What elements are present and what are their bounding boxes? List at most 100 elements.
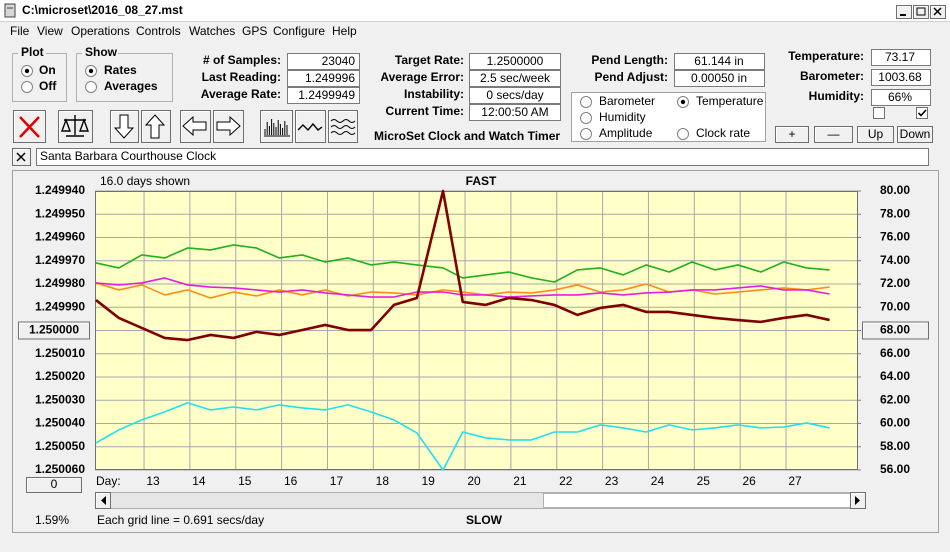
menu-item[interactable]: Controls bbox=[136, 24, 181, 38]
y2-tick-label: 74.00 bbox=[880, 253, 910, 267]
menu-item[interactable]: File bbox=[10, 24, 30, 38]
x-tick-label: 16 bbox=[284, 474, 298, 488]
menu-item[interactable]: Watches bbox=[189, 24, 235, 38]
y-tick-label: 1.250040 bbox=[35, 416, 85, 430]
sensor-value: 1003.68 bbox=[878, 70, 922, 84]
stat-value: 0 secs/day bbox=[486, 88, 543, 102]
button-label[interactable]: Down bbox=[900, 127, 931, 141]
x-tick-label: 21 bbox=[513, 474, 527, 488]
reference-button[interactable] bbox=[18, 321, 90, 340]
checkbox[interactable] bbox=[873, 107, 885, 119]
stat-label: Instability: bbox=[404, 87, 464, 101]
legend-label[interactable]: Humidity bbox=[599, 110, 646, 124]
window-title: C:\microset\2016_08_27.mst bbox=[22, 3, 183, 17]
stat-field bbox=[469, 70, 561, 87]
offset-button[interactable] bbox=[26, 477, 82, 493]
legend-label[interactable]: Barometer bbox=[599, 94, 655, 108]
y-tick-label: 1.249990 bbox=[35, 299, 85, 313]
checkbox[interactable] bbox=[916, 107, 928, 119]
stat-label: # of Samples: bbox=[203, 53, 281, 67]
top-label: FAST bbox=[466, 174, 497, 188]
menu-item[interactable]: View bbox=[37, 24, 63, 38]
reference-button[interactable] bbox=[862, 321, 929, 340]
radio-button[interactable] bbox=[580, 112, 592, 124]
clock-name: Santa Barbara Courthouse Clock bbox=[40, 149, 217, 163]
group-title-bg bbox=[82, 47, 118, 59]
clock-name-field bbox=[36, 148, 929, 166]
y-tick-label: 1.250020 bbox=[35, 369, 85, 383]
y2-tick-label: 80.00 bbox=[880, 183, 910, 197]
y2-tick-label: 66.00 bbox=[880, 346, 910, 360]
x-tick-label: 13 bbox=[146, 474, 160, 488]
glyph bbox=[933, 7, 942, 16]
show-group bbox=[76, 53, 173, 102]
sensor-value: 73.17 bbox=[885, 50, 915, 64]
sensor-value: 66% bbox=[888, 90, 912, 104]
icon-down bbox=[113, 114, 135, 139]
radio-button[interactable] bbox=[580, 96, 592, 108]
radio-label: Averages bbox=[104, 79, 158, 93]
pend-label: Pend Length: bbox=[591, 53, 668, 67]
x-axis-label: Day: bbox=[96, 474, 121, 488]
y2-tick-label: 62.00 bbox=[880, 392, 910, 406]
offset-value[interactable]: 0 bbox=[51, 477, 58, 491]
y2-tick-label: 70.00 bbox=[880, 299, 910, 313]
scroll-thumb[interactable] bbox=[543, 493, 851, 508]
radio-label: Rates bbox=[104, 63, 137, 77]
sensor-label: Barometer: bbox=[800, 69, 864, 83]
stat-field bbox=[469, 87, 561, 104]
x-tick-label: 22 bbox=[559, 474, 573, 488]
x-tick-label: 19 bbox=[422, 474, 436, 488]
stat-value: 1.2499949 bbox=[298, 88, 355, 102]
radio-dot bbox=[24, 68, 30, 74]
series-selector bbox=[571, 92, 766, 142]
group-title: Plot bbox=[21, 45, 44, 59]
group-title-bg bbox=[18, 47, 46, 59]
button-label[interactable]: + bbox=[788, 127, 795, 141]
x-tick-label: 20 bbox=[467, 474, 481, 488]
radio-button[interactable] bbox=[677, 128, 689, 140]
adjust-button[interactable] bbox=[814, 126, 853, 143]
radio-button[interactable] bbox=[21, 81, 33, 93]
menu-item[interactable]: Configure bbox=[273, 24, 325, 38]
adjust-button[interactable] bbox=[897, 126, 933, 143]
app-icon bbox=[4, 3, 16, 18]
glyph bbox=[855, 496, 860, 505]
radio-button[interactable] bbox=[580, 128, 592, 140]
adjust-button[interactable] bbox=[775, 126, 809, 143]
window-maximize[interactable] bbox=[913, 5, 929, 19]
stat-value: 1.2500000 bbox=[487, 54, 544, 68]
glyph bbox=[916, 7, 926, 16]
button-label[interactable]: Up bbox=[868, 127, 884, 141]
radio-button[interactable] bbox=[85, 81, 97, 93]
y2-tick-label: 60.00 bbox=[880, 416, 910, 430]
button-label[interactable]: — bbox=[828, 127, 840, 141]
menu-item[interactable]: Operations bbox=[71, 24, 130, 38]
legend-label[interactable]: Clock rate bbox=[696, 126, 750, 140]
icon-bars bbox=[264, 119, 290, 137]
menu-item[interactable]: GPS bbox=[242, 24, 267, 38]
x-tick-label: 15 bbox=[238, 474, 252, 488]
y2-tick-label[interactable]: 68.00 bbox=[880, 323, 910, 337]
adjust-button[interactable] bbox=[857, 126, 894, 143]
stat-field bbox=[287, 70, 360, 87]
window-minimize[interactable] bbox=[896, 5, 912, 19]
days-shown: 16.0 days shown bbox=[100, 174, 190, 188]
toolbar-button[interactable] bbox=[260, 110, 293, 143]
legend-label[interactable]: Temperature bbox=[696, 94, 764, 108]
y-tick-label: 1.249940 bbox=[35, 183, 85, 197]
legend-label[interactable]: Amplitude bbox=[599, 126, 653, 140]
stat-label: Average Error: bbox=[380, 70, 464, 84]
y-tick-label[interactable]: 1.250000 bbox=[29, 323, 79, 337]
plot-border bbox=[95, 191, 858, 470]
x-tick-label: 27 bbox=[788, 474, 802, 488]
menu-item[interactable]: Help bbox=[332, 24, 357, 38]
x-tick-label: 25 bbox=[697, 474, 711, 488]
x-tick-label: 24 bbox=[651, 474, 665, 488]
y-tick-label: 1.249950 bbox=[35, 206, 85, 220]
zoom-value: 1.59% bbox=[35, 513, 69, 527]
y-tick-label: 1.249980 bbox=[35, 276, 85, 290]
icon-wave bbox=[297, 122, 323, 132]
pend-field bbox=[674, 70, 765, 87]
